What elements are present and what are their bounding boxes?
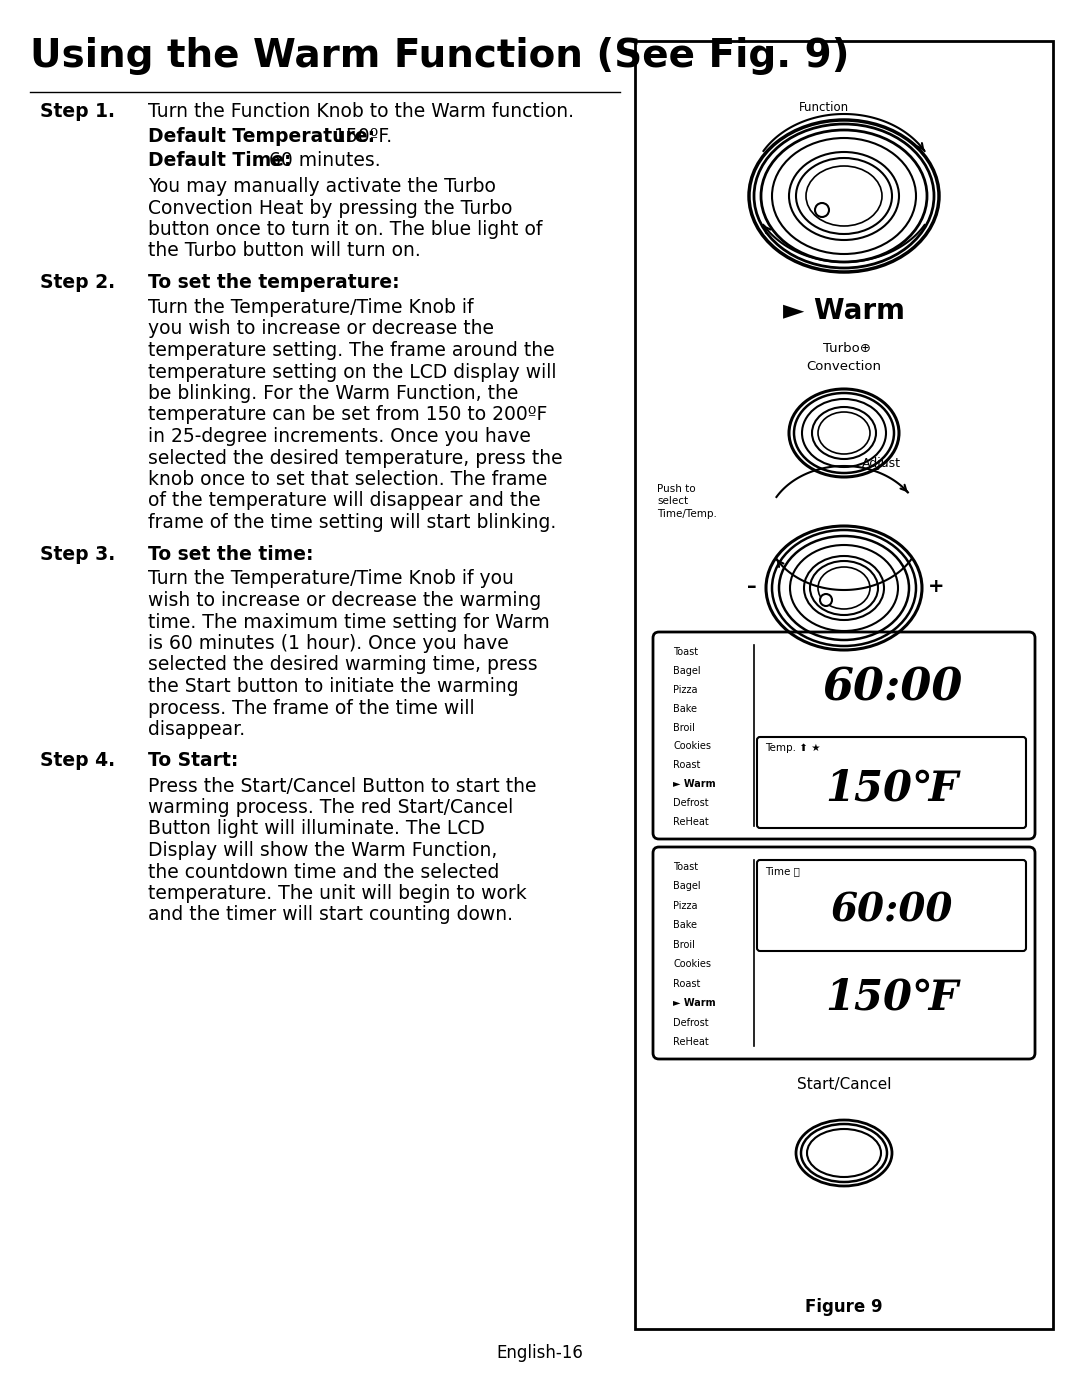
Text: Adjust: Adjust (862, 457, 901, 469)
Text: Bagel: Bagel (673, 882, 701, 891)
Text: warming process. The red Start/Cancel: warming process. The red Start/Cancel (148, 798, 513, 817)
Text: Convection Heat by pressing the Turbo: Convection Heat by pressing the Turbo (148, 198, 512, 218)
Text: button once to turn it on. The blue light of: button once to turn it on. The blue ligh… (148, 219, 542, 239)
Text: 60:00: 60:00 (823, 666, 963, 710)
FancyBboxPatch shape (635, 41, 1053, 1329)
FancyBboxPatch shape (757, 738, 1026, 828)
Text: you wish to increase or decrease the: you wish to increase or decrease the (148, 320, 494, 338)
Text: ► Warm: ► Warm (673, 780, 716, 789)
Text: English-16: English-16 (497, 1344, 583, 1362)
Text: Broil: Broil (673, 722, 694, 732)
Text: Broil: Broil (673, 940, 694, 950)
Text: Turbo⊕: Turbo⊕ (823, 342, 870, 355)
Text: selected the desired warming time, press: selected the desired warming time, press (148, 655, 538, 675)
Text: in 25-degree increments. Once you have: in 25-degree increments. Once you have (148, 427, 531, 446)
Text: Using the Warm Function (See Fig. 9): Using the Warm Function (See Fig. 9) (30, 36, 850, 75)
Text: Pizza: Pizza (673, 685, 698, 694)
Text: You may manually activate the Turbo: You may manually activate the Turbo (148, 177, 496, 196)
Text: To set the temperature:: To set the temperature: (148, 272, 400, 292)
Text: frame of the time setting will start blinking.: frame of the time setting will start bli… (148, 513, 556, 532)
Text: is 60 minutes (1 hour). Once you have: is 60 minutes (1 hour). Once you have (148, 634, 509, 652)
Text: 150ºF.: 150ºF. (334, 127, 392, 147)
Text: process. The frame of the time will: process. The frame of the time will (148, 698, 474, 718)
Text: Button light will illuminate. The LCD: Button light will illuminate. The LCD (148, 820, 485, 838)
Text: To set the time:: To set the time: (148, 545, 313, 563)
Text: 150℉: 150℉ (825, 767, 958, 809)
Text: Toast: Toast (673, 862, 698, 872)
Text: ► Warm: ► Warm (673, 997, 716, 1009)
Text: Pizza: Pizza (673, 901, 698, 911)
Text: Toast: Toast (673, 647, 698, 657)
Text: Step 1.: Step 1. (40, 102, 114, 122)
Text: the Turbo button will turn on.: the Turbo button will turn on. (148, 242, 421, 260)
FancyBboxPatch shape (653, 847, 1035, 1059)
Text: the countdown time and the selected: the countdown time and the selected (148, 862, 499, 882)
Text: Cookies: Cookies (673, 960, 711, 970)
Text: Temp. ⬆ ★: Temp. ⬆ ★ (765, 743, 821, 753)
Text: Start/Cancel: Start/Cancel (797, 1077, 891, 1092)
Text: Bake: Bake (673, 921, 697, 930)
Circle shape (820, 594, 832, 606)
Text: ReHeat: ReHeat (673, 1037, 708, 1046)
Text: Time ⏰: Time ⏰ (765, 866, 800, 876)
Text: Turn the Function Knob to the Warm function.: Turn the Function Knob to the Warm funct… (148, 102, 573, 122)
Text: temperature setting. The frame around the: temperature setting. The frame around th… (148, 341, 555, 360)
Text: Turn the Temperature/Time Knob if: Turn the Temperature/Time Knob if (148, 298, 473, 317)
Text: Press the Start/Cancel Button to start the: Press the Start/Cancel Button to start t… (148, 777, 537, 795)
Text: Push to
select
Time/Temp.: Push to select Time/Temp. (657, 483, 717, 518)
Text: 150℉: 150℉ (825, 977, 958, 1018)
FancyBboxPatch shape (653, 631, 1035, 840)
Text: Step 3.: Step 3. (40, 545, 116, 563)
Text: of the temperature will disappear and the: of the temperature will disappear and th… (148, 492, 541, 510)
Text: time. The maximum time setting for Warm: time. The maximum time setting for Warm (148, 612, 550, 631)
Text: Default Time:: Default Time: (148, 151, 292, 170)
FancyBboxPatch shape (757, 861, 1026, 951)
Text: Default Temperature:: Default Temperature: (148, 127, 375, 147)
Text: +: + (928, 577, 944, 595)
Text: 60 minutes.: 60 minutes. (269, 151, 380, 170)
Text: the Start button to initiate the warming: the Start button to initiate the warming (148, 678, 518, 696)
Text: selected the desired temperature, press the: selected the desired temperature, press … (148, 448, 563, 468)
Text: disappear.: disappear. (148, 719, 245, 739)
Text: To Start:: To Start: (148, 752, 239, 771)
Text: Defrost: Defrost (673, 798, 708, 807)
Text: be blinking. For the Warm Function, the: be blinking. For the Warm Function, the (148, 384, 518, 402)
Text: ► Warm: ► Warm (783, 298, 905, 326)
Text: –: – (747, 577, 757, 595)
Text: Roast: Roast (673, 760, 700, 770)
Text: Cookies: Cookies (673, 742, 711, 752)
Text: temperature setting on the LCD display will: temperature setting on the LCD display w… (148, 362, 556, 381)
Text: Function: Function (799, 101, 849, 115)
Text: ReHeat: ReHeat (673, 817, 708, 827)
Text: Bake: Bake (673, 704, 697, 714)
Text: Convection: Convection (807, 359, 881, 373)
Circle shape (815, 203, 829, 217)
Text: temperature can be set from 150 to 200ºF: temperature can be set from 150 to 200ºF (148, 405, 548, 425)
Text: Roast: Roast (673, 979, 700, 989)
Text: Display will show the Warm Function,: Display will show the Warm Function, (148, 841, 498, 861)
Text: Step 2.: Step 2. (40, 272, 116, 292)
Text: Turn the Temperature/Time Knob if you: Turn the Temperature/Time Knob if you (148, 570, 514, 588)
Text: temperature. The unit will begin to work: temperature. The unit will begin to work (148, 884, 527, 902)
Text: Step 4.: Step 4. (40, 752, 116, 771)
Text: and the timer will start counting down.: and the timer will start counting down. (148, 905, 513, 925)
Text: Bagel: Bagel (673, 666, 701, 676)
Text: knob once to set that selection. The frame: knob once to set that selection. The fra… (148, 469, 548, 489)
Text: Figure 9: Figure 9 (806, 1298, 882, 1316)
Text: 60:00: 60:00 (831, 891, 953, 929)
Text: wish to increase or decrease the warming: wish to increase or decrease the warming (148, 591, 541, 610)
Text: Defrost: Defrost (673, 1017, 708, 1028)
